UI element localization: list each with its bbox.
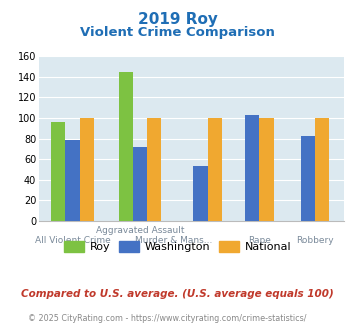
Text: All Violent Crime: All Violent Crime bbox=[34, 236, 110, 245]
Text: 2019 Roy: 2019 Roy bbox=[138, 12, 217, 26]
Bar bbox=[147, 118, 162, 221]
Bar bbox=[301, 136, 315, 221]
Bar bbox=[80, 118, 94, 221]
Bar bbox=[51, 122, 65, 221]
Bar bbox=[133, 147, 147, 221]
Bar bbox=[245, 115, 259, 221]
Bar bbox=[65, 140, 80, 221]
Text: © 2025 CityRating.com - https://www.cityrating.com/crime-statistics/: © 2025 CityRating.com - https://www.city… bbox=[28, 314, 307, 323]
Bar bbox=[193, 166, 208, 221]
Text: Violent Crime Comparison: Violent Crime Comparison bbox=[80, 26, 275, 39]
Text: Aggravated Assault: Aggravated Assault bbox=[96, 226, 184, 235]
Legend: Roy, Washington, National: Roy, Washington, National bbox=[59, 237, 296, 257]
Text: Robbery: Robbery bbox=[296, 236, 334, 245]
Bar bbox=[259, 118, 274, 221]
Bar bbox=[315, 118, 329, 221]
Bar bbox=[119, 72, 133, 221]
Text: Compared to U.S. average. (U.S. average equals 100): Compared to U.S. average. (U.S. average … bbox=[21, 289, 334, 299]
Bar bbox=[208, 118, 222, 221]
Text: Murder & Mans...: Murder & Mans... bbox=[135, 236, 213, 245]
Text: Rape: Rape bbox=[248, 236, 271, 245]
